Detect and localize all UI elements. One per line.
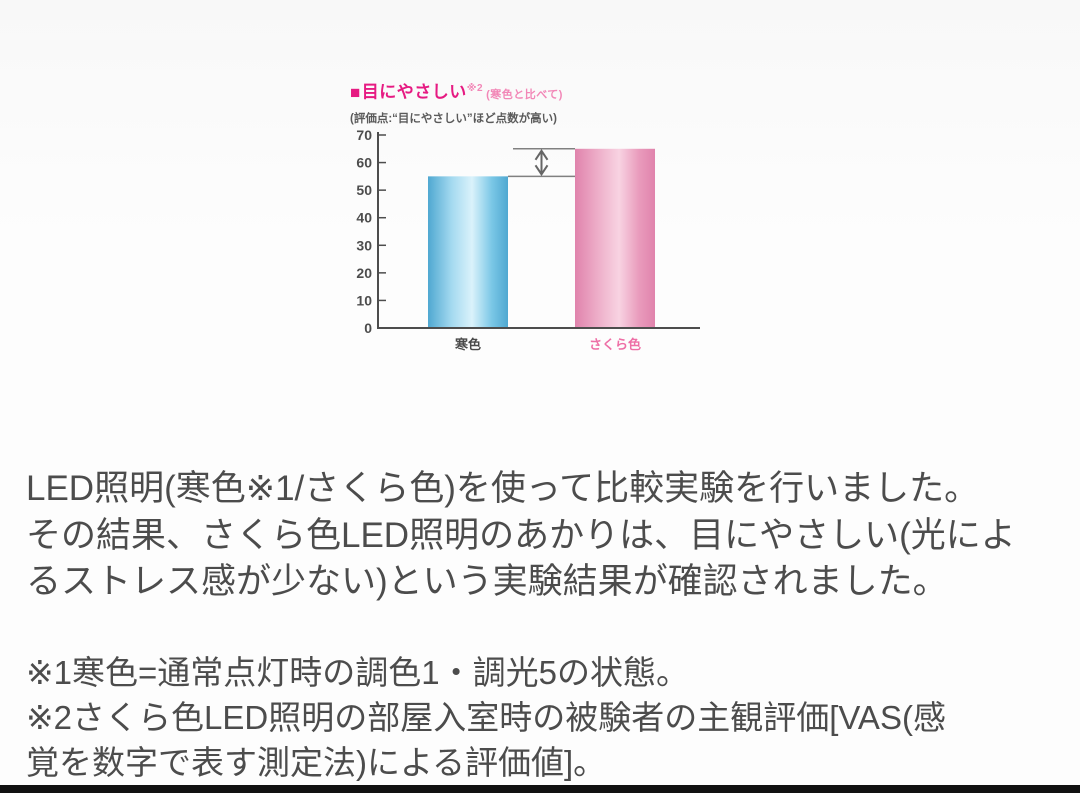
svg-text:50: 50: [356, 182, 372, 198]
svg-text:30: 30: [356, 237, 372, 253]
footnote-line: ※1寒色=通常点灯時の調色1・調光5の状態。: [26, 654, 689, 691]
chart-block: ■目にやさしい※2(寒色と比べて) (評価点:“目にやさしい”ほど点数が高い): [350, 78, 730, 368]
svg-text:70: 70: [356, 128, 372, 143]
square-bullet-icon: ■: [350, 82, 361, 102]
svg-text:さくら色: さくら色: [589, 337, 641, 352]
svg-text:0: 0: [364, 320, 372, 336]
svg-text:寒色: 寒色: [454, 337, 481, 352]
chart-title-text: 目にやさしい: [361, 82, 467, 102]
body-line: LED照明(寒色※1/さくら色)を使って比較実験を行いました。: [26, 469, 980, 508]
chart-subtitle: (評価点:“目にやさしい”ほど点数が高い): [350, 112, 557, 125]
body-line: その結果、さくら色LED照明のあかりは、目にやさしい(光によ: [26, 515, 1016, 555]
chart-title-suffix: (寒色と比べて): [486, 88, 563, 101]
chart-title: ■目にやさしい※2(寒色と比べて): [350, 78, 730, 106]
svg-text:40: 40: [356, 209, 372, 225]
bar-chart: 寒色 さくら色 0 10 20 30 40 50 60 70: [356, 128, 700, 352]
footnote-line: ※2さくら色LED照明の部屋入室時の被験者の主観評価[VAS(感: [26, 699, 946, 736]
svg-text:60: 60: [356, 154, 372, 170]
body-paragraph: LED照明(寒色※1/さくら色)を使って比較実験を行いました。 その結果、さくら…: [26, 466, 1066, 606]
svg-text:20: 20: [356, 265, 372, 281]
footnotes: ※1寒色=通常点灯時の調色1・調光5の状態。 ※2さくら色LED照明の部屋入室時…: [26, 650, 1071, 785]
bottom-black-bar: [0, 785, 1080, 793]
chart-title-footnote-ref: ※2: [466, 83, 484, 94]
svg-text:10: 10: [356, 292, 372, 308]
body-line: るストレス感が少ない)という実験結果が確認されました。: [26, 562, 948, 601]
bar-chart-plot: 寒色 さくら色 0 10 20 30 40 50 60 70: [356, 128, 700, 352]
footnote-line: 覚を数字で表す測定法)による評価値]。: [26, 744, 607, 781]
